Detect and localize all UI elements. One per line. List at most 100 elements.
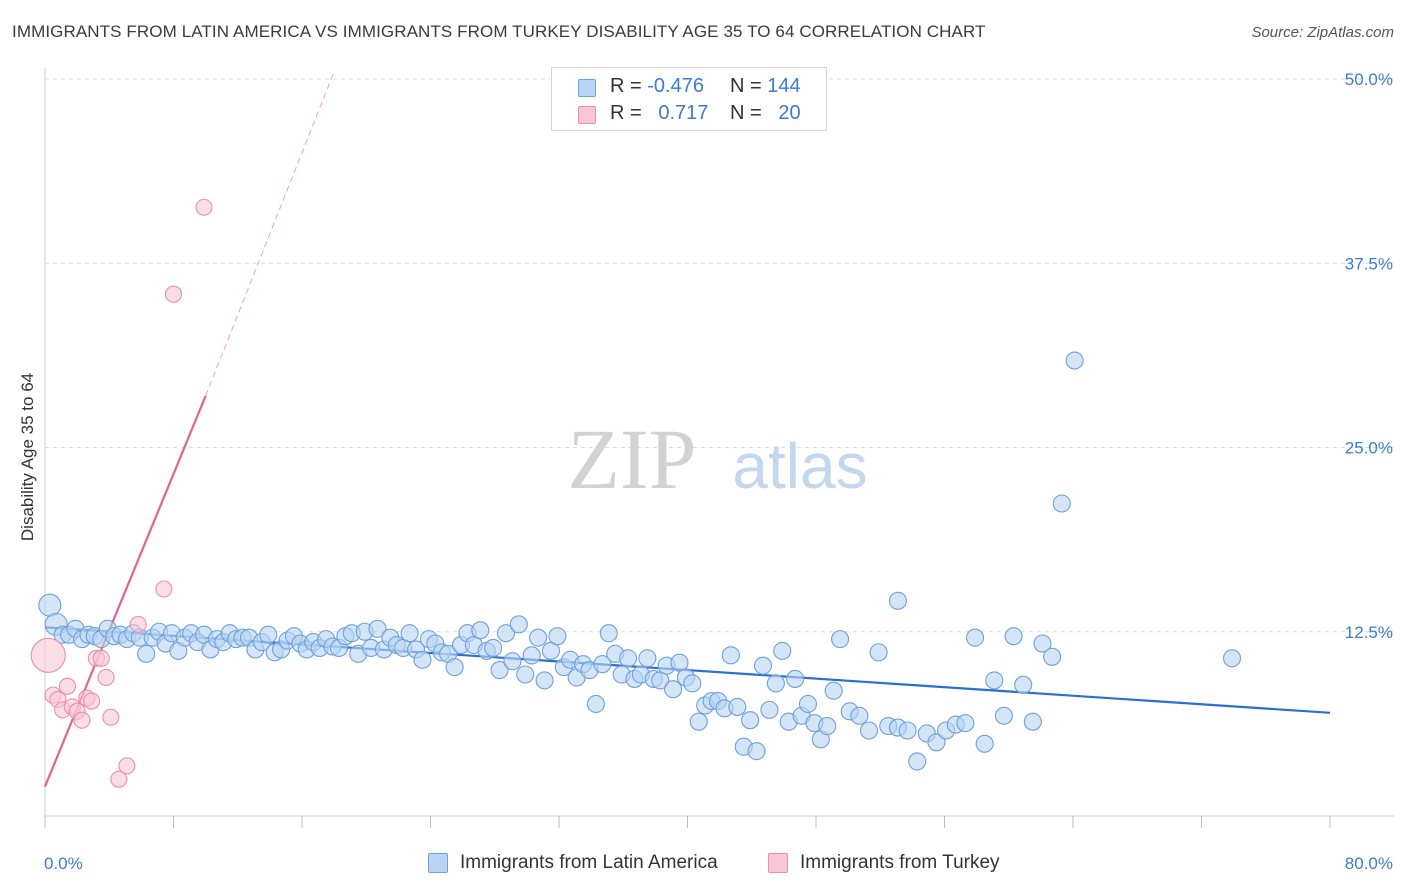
latin-point [773, 641, 792, 660]
x-tick-label-1: 80.0% [1345, 854, 1393, 873]
watermark-atlas: atlas [732, 430, 867, 502]
turkey-legend-label: Immigrants from Turkey [800, 852, 1000, 873]
latin-point [1043, 647, 1062, 666]
latin-point [496, 624, 516, 643]
latin-point [1222, 649, 1242, 668]
latin-point [490, 661, 509, 680]
latin-point [516, 665, 535, 684]
turkey-n: N = 20 [730, 102, 801, 125]
tick-labels: 12.5% 25.0% 37.5% 50.0% 0.0% 80.0% [44, 70, 1393, 873]
grid-lines [45, 78, 1394, 633]
turkey-r-label: R = [610, 102, 642, 124]
latin-swatch [578, 79, 596, 97]
latin-point [503, 652, 522, 671]
latin-point [747, 742, 766, 761]
latin-point [741, 711, 760, 730]
latin-point [798, 694, 818, 714]
turkey-n-value: 20 [778, 102, 801, 124]
turkey-trend-line [43, 395, 207, 787]
turkey-point [118, 757, 136, 775]
latin-point [1033, 634, 1052, 653]
turkey-trend-extension [205, 71, 335, 397]
latin-point [927, 733, 946, 752]
axes [44, 68, 1394, 817]
latin-point [721, 646, 740, 665]
latin-point [766, 674, 785, 693]
latin-legend-label: Immigrants from Latin America [460, 852, 718, 873]
turkey-point [129, 615, 147, 633]
turkey-point [58, 677, 77, 695]
chart-title: IMMIGRANTS FROM LATIN AMERICA VS IMMIGRA… [12, 22, 986, 41]
latin-point [898, 721, 917, 740]
latin-r-label: R = [610, 75, 642, 97]
y-tick-label-1: 25.0% [1345, 439, 1393, 458]
turkey-point [155, 580, 173, 598]
latin-point [1004, 627, 1023, 646]
latin-point [471, 621, 490, 640]
latin-point [137, 644, 156, 663]
latin-n-value: 144 [767, 75, 801, 97]
correlation-legend: R = -0.476 N = 144 R = 0.717 N = 20 [551, 67, 827, 131]
y-tick-label-2: 37.5% [1345, 254, 1393, 273]
latin-point [593, 655, 612, 674]
axis-ticks [44, 816, 1331, 828]
latin-point [586, 694, 605, 714]
latin-point [975, 734, 994, 753]
turkey-r-value: 0.717 [658, 102, 709, 124]
latin-point [445, 658, 464, 677]
latin-point [994, 706, 1013, 725]
y-tick-label-3: 50.0% [1345, 70, 1393, 89]
turkey-point [83, 692, 101, 710]
latin-point [548, 627, 567, 646]
turkey-point [164, 285, 183, 303]
latin-r: R = -0.476 [610, 75, 704, 98]
turkey-points [30, 198, 213, 788]
x-tick-label-0: 0.0% [44, 854, 83, 873]
latin-point [522, 646, 541, 665]
latin-point [683, 674, 702, 693]
latin-legend-swatch [428, 853, 448, 873]
latin-point [818, 717, 837, 736]
latin-n-label: N = [730, 75, 762, 97]
latin-point [956, 714, 975, 733]
latin-point [859, 721, 879, 740]
turkey-point [110, 770, 128, 788]
latin-point [850, 706, 869, 725]
latin-point [599, 624, 618, 643]
latin-point [1052, 494, 1071, 513]
latin-point [638, 649, 657, 668]
latin-point [484, 638, 503, 658]
turkey-n-label: N = [730, 102, 762, 124]
latin-point [985, 671, 1004, 690]
latin-point [908, 752, 927, 771]
turkey-point [73, 711, 91, 729]
turkey-point [30, 637, 66, 673]
latin-point [413, 650, 432, 669]
turkey-point [92, 649, 110, 667]
watermark: ZIP atlas [568, 411, 868, 507]
latin-point [400, 624, 419, 643]
latin-point [831, 630, 850, 649]
latin-points [38, 351, 1242, 771]
latin-r-value: -0.476 [647, 75, 704, 97]
source-label: Source: ZipAtlas.com [1251, 24, 1394, 41]
latin-point [663, 680, 683, 699]
latin-point [619, 649, 638, 668]
latin-point [1014, 675, 1033, 694]
turkey-r: R = 0.717 [610, 102, 708, 125]
y-tick-label-0: 12.5% [1345, 623, 1393, 642]
turkey-swatch [578, 106, 596, 124]
latin-point [535, 671, 554, 690]
latin-point [824, 681, 843, 700]
turkey-point [195, 198, 213, 216]
turkey-point [97, 668, 115, 686]
latin-point [509, 615, 528, 634]
watermark-zip: ZIP [568, 411, 697, 507]
latin-point [888, 591, 907, 610]
latin-point [529, 628, 548, 647]
turkey-legend-swatch [768, 853, 788, 873]
latin-point [869, 643, 888, 662]
latin-point [786, 669, 805, 688]
latin-point [259, 625, 278, 644]
